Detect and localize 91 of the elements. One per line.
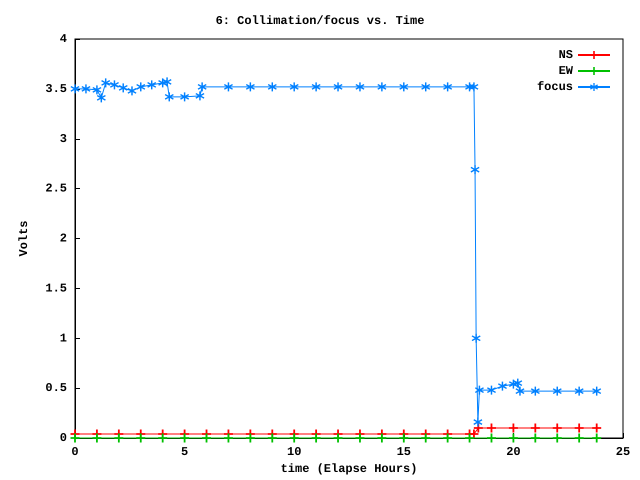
y-tick-label: 3.5 [45, 82, 67, 96]
x-axis-title: time (Elapse Hours) [280, 462, 418, 476]
point [246, 434, 255, 442]
point [162, 77, 172, 86]
point [158, 434, 168, 442]
point [552, 434, 562, 442]
x-tick-label: 15 [396, 445, 412, 459]
point [508, 434, 518, 442]
point [334, 434, 343, 442]
point [592, 386, 602, 396]
y-tick-label: 1.5 [45, 281, 67, 296]
x-tick-label: 10 [286, 445, 302, 459]
x-tick-label: 25 [616, 445, 630, 459]
point [202, 434, 212, 442]
point [268, 82, 277, 92]
y-tick-label: 2 [60, 232, 67, 246]
point [355, 82, 364, 92]
point [377, 434, 386, 442]
point [470, 165, 480, 174]
point [110, 80, 119, 90]
legend-label: EW [558, 64, 574, 78]
point [334, 82, 343, 92]
point [592, 434, 602, 442]
y-tick-label: 1 [60, 331, 67, 346]
legend-label: focus [536, 80, 573, 94]
point [513, 378, 522, 388]
chart-title: 6: Collimation/focus vs. Time [216, 14, 424, 28]
point [290, 434, 299, 442]
point [486, 424, 496, 433]
point [574, 434, 584, 442]
point [195, 91, 204, 100]
point [508, 424, 518, 433]
x-tick-label: 0 [71, 445, 79, 459]
y-tick-label: 2.5 [45, 182, 67, 196]
point [399, 434, 408, 442]
point [92, 85, 102, 94]
point [421, 434, 430, 442]
point [180, 434, 190, 442]
point [486, 434, 496, 442]
legend-label: NS [558, 48, 573, 62]
point [530, 434, 540, 442]
point [421, 82, 430, 92]
point [114, 434, 124, 442]
point [312, 434, 321, 442]
point [486, 386, 496, 395]
point [465, 434, 474, 442]
y-axis-title: Volts [17, 220, 31, 257]
point [96, 93, 106, 102]
point [355, 434, 364, 442]
point [147, 80, 156, 90]
point [498, 382, 507, 391]
point [312, 82, 321, 92]
y-tick-label: 3 [60, 132, 67, 146]
point [118, 83, 128, 92]
x-tick-label: 5 [181, 445, 188, 459]
point [443, 434, 452, 442]
point [472, 334, 481, 343]
point [443, 82, 452, 92]
point [81, 84, 90, 94]
point [552, 424, 562, 433]
point [224, 434, 233, 442]
point [515, 386, 524, 396]
point [530, 424, 540, 433]
point [574, 386, 584, 396]
point [290, 82, 299, 92]
x-tick-label: 20 [506, 445, 521, 459]
point [530, 386, 540, 396]
point [574, 424, 584, 433]
point [246, 82, 255, 92]
point [70, 84, 80, 94]
point [268, 434, 277, 442]
y-tick-label: 0 [60, 431, 67, 445]
point [592, 424, 602, 433]
y-tick-label: 4 [60, 32, 67, 46]
point [473, 418, 482, 427]
point [136, 82, 146, 92]
point [469, 82, 478, 92]
point [377, 82, 386, 92]
point [136, 434, 146, 442]
point [180, 92, 190, 102]
point [552, 386, 562, 396]
point [70, 434, 80, 442]
point [399, 82, 408, 92]
point [474, 386, 484, 395]
point [164, 92, 174, 102]
point [198, 82, 207, 92]
point [127, 86, 136, 96]
point [101, 78, 110, 88]
point [224, 82, 233, 92]
point [92, 434, 102, 442]
y-tick-label: 0.5 [45, 381, 67, 396]
